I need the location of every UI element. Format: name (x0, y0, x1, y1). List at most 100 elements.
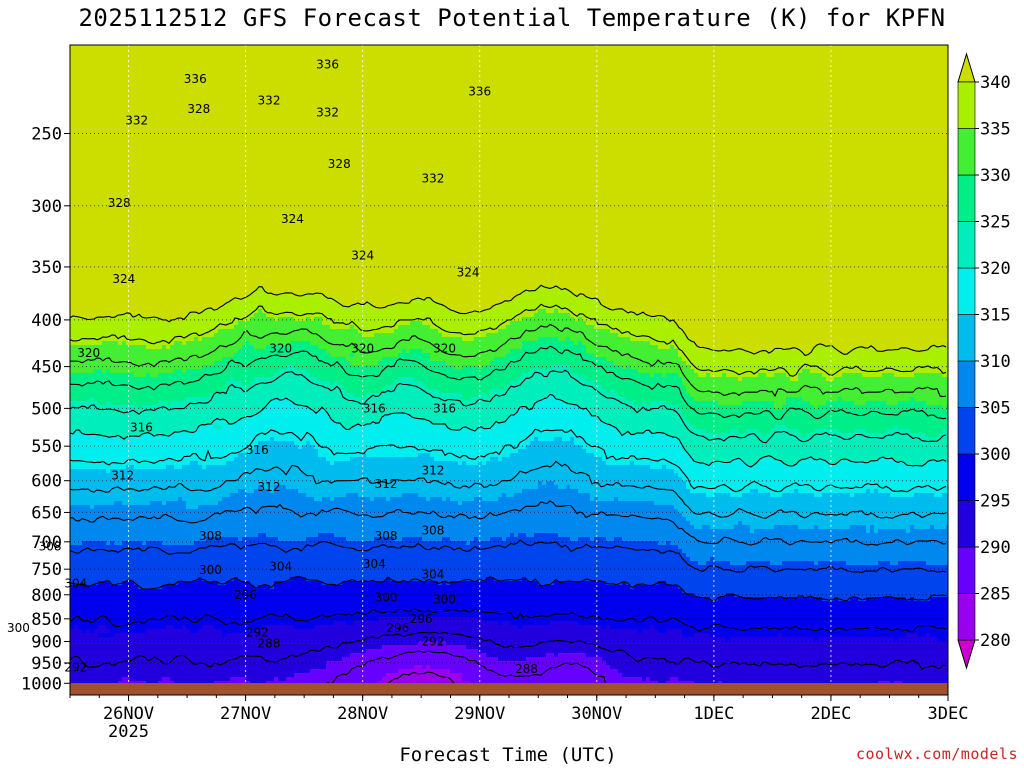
field-cell (118, 285, 123, 290)
field-cell (90, 329, 95, 334)
field-cell (186, 269, 191, 274)
field-cell (134, 565, 139, 570)
field-cell (190, 237, 195, 242)
field-cell (130, 469, 135, 474)
field-cell (150, 81, 155, 86)
field-cell (154, 149, 159, 154)
field-cell (126, 381, 131, 386)
field-cell (150, 253, 155, 258)
field-cell (146, 521, 151, 526)
field-cell (122, 293, 127, 298)
field-cell (122, 97, 127, 102)
field-cell (186, 197, 191, 202)
field-cell (146, 305, 151, 310)
field-cell (178, 613, 183, 618)
field-cell (186, 193, 191, 198)
field-cell (166, 653, 171, 658)
field-cell (170, 433, 175, 438)
field-cell (190, 389, 195, 394)
field-cell (158, 89, 163, 94)
field-cell (74, 621, 79, 626)
potential-temperature-field (70, 45, 948, 695)
field-cell (190, 329, 195, 334)
field-cell (114, 65, 119, 70)
field-cell (186, 505, 191, 510)
field-cell (102, 413, 107, 418)
field-cell (186, 185, 191, 190)
field-cell (70, 305, 75, 310)
field-cell (154, 305, 159, 310)
field-cell (178, 273, 183, 278)
field-cell (98, 537, 103, 542)
field-cell (154, 61, 159, 66)
field-cell (82, 529, 87, 534)
field-cell (178, 493, 183, 498)
field-cell (170, 389, 175, 394)
field-cell (78, 501, 83, 506)
field-cell (134, 465, 139, 470)
field-cell (106, 509, 111, 514)
field-cell (150, 85, 155, 90)
field-cell (86, 557, 91, 562)
field-cell (114, 121, 119, 126)
field-cell (114, 585, 119, 590)
field-cell (82, 437, 87, 442)
field-cell (102, 321, 107, 326)
field-cell (82, 637, 87, 642)
field-cell (146, 369, 151, 374)
field-cell (162, 281, 167, 286)
field-cell (170, 365, 175, 370)
field-cell (82, 113, 87, 118)
field-cell (170, 221, 175, 226)
field-cell (138, 437, 143, 442)
field-cell (138, 289, 143, 294)
field-cell (154, 69, 159, 74)
field-cell (182, 473, 187, 478)
field-cell (86, 489, 91, 494)
field-cell (74, 257, 79, 262)
field-cell (114, 125, 119, 130)
field-cell (146, 93, 151, 98)
field-cell (130, 677, 135, 682)
field-cell (86, 461, 91, 466)
field-cell (138, 361, 143, 366)
field-cell (122, 449, 127, 454)
field-cell (82, 137, 87, 142)
field-cell (114, 101, 119, 106)
field-cell (78, 301, 83, 306)
field-cell (122, 477, 127, 482)
field-cell (122, 157, 127, 162)
field-cell (70, 637, 75, 642)
field-cell (182, 261, 187, 266)
field-cell (70, 409, 75, 414)
field-cell (166, 277, 171, 282)
field-cell (94, 469, 99, 474)
field-cell (150, 389, 155, 394)
field-cell (102, 481, 107, 486)
field-cell (114, 405, 119, 410)
field-cell (122, 645, 127, 650)
field-cell (130, 541, 135, 546)
field-cell (74, 185, 79, 190)
field-cell (82, 561, 87, 566)
field-cell (82, 229, 87, 234)
field-cell (186, 109, 191, 114)
field-cell (182, 573, 187, 578)
field-cell (114, 445, 119, 450)
field-cell (174, 421, 179, 426)
field-cell (170, 401, 175, 406)
field-cell (102, 533, 107, 538)
field-cell (94, 637, 99, 642)
field-cell (102, 129, 107, 134)
field-cell (174, 145, 179, 150)
field-cell (150, 357, 155, 362)
field-cell (186, 561, 191, 566)
field-cell (142, 433, 147, 438)
field-cell (90, 561, 95, 566)
field-cell (178, 269, 183, 274)
field-cell (78, 345, 83, 350)
field-cell (90, 401, 95, 406)
field-cell (86, 97, 91, 102)
field-cell (70, 373, 75, 378)
field-cell (170, 85, 175, 90)
